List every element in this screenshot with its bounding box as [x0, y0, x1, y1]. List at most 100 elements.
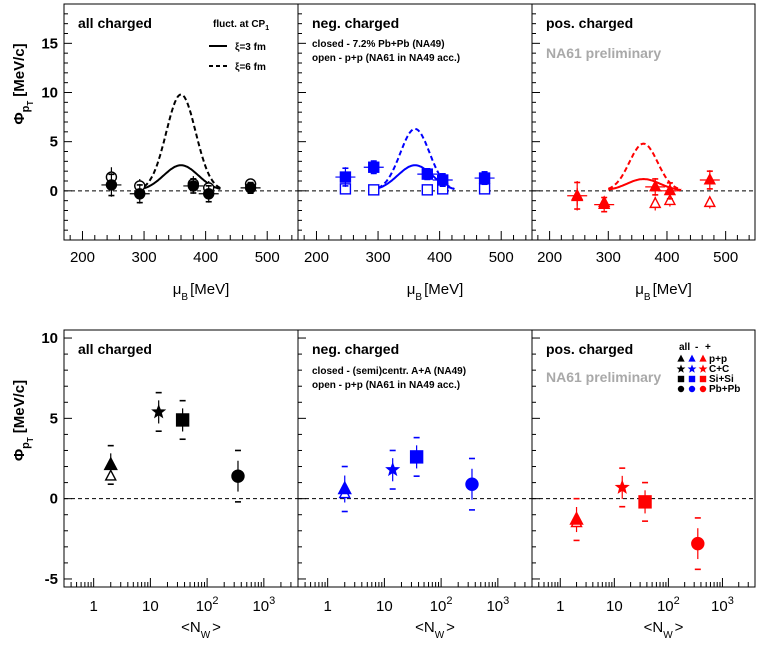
x-axis-label-sub: B — [415, 292, 422, 303]
x-tick-label: 103 — [711, 595, 734, 615]
panel-title: all charged — [78, 341, 152, 357]
y-tick-label: 15 — [41, 35, 58, 52]
marker-closed-pbpb — [478, 172, 491, 184]
y-axis-label-sub2: T — [26, 101, 35, 106]
x-tick-label: 400 — [654, 249, 679, 266]
x-axis-label-unit: > — [675, 619, 684, 636]
x-axis-label-unit: [MeV] — [190, 281, 229, 298]
y-tick-label: -5 — [45, 571, 58, 588]
legend-marker-neg — [687, 364, 697, 373]
x-tick-label: 1 — [323, 598, 331, 615]
y-axis-label: ΦpT [MeV/c] — [11, 43, 35, 124]
legend-marker-pos — [699, 354, 707, 362]
marker-closed-pbpb — [203, 188, 215, 200]
legend-marker-all — [676, 364, 686, 373]
x-tick-label: 10 — [142, 598, 159, 615]
y-axis-label-unit: [MeV/c] — [11, 380, 28, 433]
y-axis-label-main: Φ — [11, 449, 28, 461]
marker-closed-pbpb — [649, 179, 662, 192]
y-tick-label: 10 — [41, 85, 58, 102]
marker-closed-pbpb — [368, 161, 380, 173]
x-tick-label: 300 — [596, 249, 621, 266]
y-axis-label-main: Φ — [11, 112, 28, 124]
panel-note-2: open - p+p (NA61 in NA49 acc.) — [312, 380, 460, 391]
x-tick-label: 103 — [486, 595, 509, 615]
x-tick-base: 10 — [196, 598, 213, 615]
x-axis-label-unit: [MeV] — [424, 281, 463, 298]
panel-title: pos. charged — [546, 341, 633, 357]
y-tick-label: 5 — [50, 134, 58, 151]
x-tick-label: 200 — [70, 249, 95, 266]
marker-pbpb — [691, 536, 705, 551]
marker-closed-pbpb — [571, 188, 584, 201]
x-tick-label: 1 — [556, 598, 564, 615]
x-axis-label-unit: > — [446, 619, 455, 636]
marker-closed-pbpb — [244, 182, 257, 194]
x-tick-label: 1 — [89, 598, 97, 615]
panel-frame — [63, 329, 299, 588]
x-axis-label: <NW > — [415, 619, 455, 641]
y-tick-label: 0 — [50, 491, 58, 508]
panel-frame — [531, 329, 756, 588]
x-axis-label-main: <N — [415, 619, 435, 636]
x-axis-label: <NW > — [644, 619, 684, 641]
legend-label: Pb+Pb — [709, 384, 740, 395]
marker-closed-pbpb — [105, 179, 118, 191]
y-tick-label: 0 — [50, 183, 58, 200]
legend-header-all: all — [679, 342, 690, 353]
x-tick-label: 500 — [489, 249, 514, 266]
panel-top-all: 200 300 400 500 μB [MeV] all charged fluct. at … — [63, 3, 299, 303]
marker-pp — [337, 480, 352, 495]
x-tick-exp: 2 — [674, 595, 680, 607]
x-tick-label: 102 — [657, 595, 680, 615]
x-tick-exp: 2 — [212, 595, 218, 607]
legend-marker-neg — [688, 385, 696, 393]
legend-label: Si+Si — [709, 374, 734, 385]
legend-marker-pos — [699, 375, 707, 383]
marker-pp — [569, 511, 584, 525]
x-axis-label-sub: B — [644, 292, 651, 303]
x-axis-label-main: μ — [407, 281, 416, 298]
legend-marker-all — [677, 354, 685, 362]
x-tick-label: 10 — [606, 598, 623, 615]
marker-pp — [103, 456, 118, 471]
marker-open-pp — [104, 468, 117, 481]
x-tick-label: 102 — [430, 595, 453, 615]
panel-top-neg: 200 300 400 500 μB [MeV] neg. charged closed - … — [297, 3, 533, 303]
marker-closed-pbpb — [421, 168, 434, 180]
panel-bottom-all: 1 10 102 103<NW >all charged — [63, 329, 299, 641]
x-tick-exp: 3 — [269, 595, 275, 607]
x-tick-label: 300 — [132, 249, 157, 266]
x-tick-label: 500 — [255, 249, 280, 266]
panel-title: pos. charged — [546, 15, 633, 31]
x-tick-label: 200 — [537, 249, 562, 266]
cp-curve-dashed — [607, 142, 682, 191]
legend-title-main: fluct. at CP — [213, 19, 266, 30]
x-tick-base: 10 — [657, 598, 674, 615]
marker-closed-pbpb — [598, 197, 611, 210]
marker-pbpb — [231, 469, 245, 483]
y-axis-label: ΦpT [MeV/c] — [11, 380, 35, 461]
marker-closed-pbpb — [703, 172, 716, 185]
panel-frame — [63, 3, 299, 241]
x-tick-label: 103 — [252, 595, 275, 615]
x-axis-label-main: <N — [644, 619, 664, 636]
x-tick-label: 300 — [366, 249, 391, 266]
y-tick-label: 10 — [41, 330, 58, 347]
legend-header-neg: - — [695, 342, 698, 353]
x-tick-base: 10 — [711, 598, 728, 615]
legend-header-pos: + — [705, 342, 711, 353]
marker-cc — [385, 461, 401, 477]
panel-note-1: closed - 7.2% Pb+Pb (NA49) — [312, 39, 445, 50]
panel-top-pos: 200 300 400 500 μB [MeV] pos. charged NA61 prel… — [531, 3, 756, 303]
marker-pbpb — [465, 477, 479, 491]
marker-sisi — [638, 495, 652, 509]
preliminary-label: NA61 preliminary — [546, 369, 661, 385]
legend-marker-all — [677, 385, 685, 393]
y-axis-label-sub: p — [20, 442, 32, 449]
legend-label: p+p — [709, 354, 727, 365]
